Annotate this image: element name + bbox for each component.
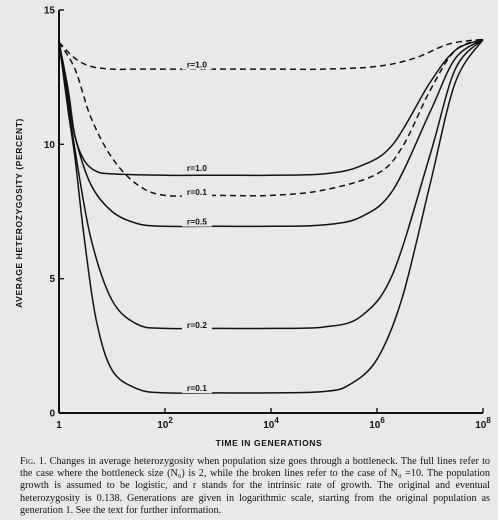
curve-label: r=0.2	[187, 320, 207, 330]
y-tick-label: 0	[49, 409, 55, 420]
series-line-solid	[58, 39, 484, 394]
y-tick-label: 15	[44, 6, 56, 17]
curve-label-bg	[181, 383, 212, 394]
curve-label-bg	[181, 216, 212, 227]
x-tick-label: 108	[475, 416, 491, 431]
curve-label: r=1.0	[187, 59, 207, 69]
curve-label-bg	[181, 320, 212, 331]
caption-text: Changes in average heterozygosity when p…	[20, 456, 490, 516]
x-tick-label: 106	[369, 416, 385, 431]
series-line-dashed	[58, 38, 484, 197]
y-tick-label: 10	[44, 140, 56, 151]
x-tick-label: 104	[263, 416, 279, 431]
series-line-dashed	[58, 38, 484, 71]
curve-label-bg	[181, 59, 212, 70]
series	[58, 38, 484, 394]
series-line-solid	[58, 38, 484, 228]
curve-labels: r=1.0 r=1.0 r=0.1 r=0.5 r=0.2 r=0.1	[181, 59, 212, 394]
x-tick-label: 102	[157, 416, 173, 431]
curve-label-bg	[181, 162, 212, 173]
y-tick-label: 5	[49, 274, 55, 285]
figure-caption: Fig. 1. Changes in average heterozygosit…	[20, 456, 490, 517]
curve-label: r=1.0	[187, 163, 207, 173]
series-line-solid	[58, 39, 484, 330]
curve-label: r=0.1	[187, 383, 207, 393]
x-tick-label: 1	[56, 420, 62, 431]
curve-label: r=0.5	[187, 217, 207, 227]
curve-label: r=0.1	[187, 187, 207, 197]
x-axis-label: TIME IN GENERATIONS	[216, 438, 323, 448]
curve-label-bg	[181, 187, 212, 198]
chart: 0 5 10 15 1 102 104 106 108 r=1.0 r=1.0 r=0.1 r=0.5…	[14, 6, 491, 449]
y-axis-label: AVERAGE HETEROZYGOSITY (PERCENT)	[14, 118, 24, 308]
axes	[58, 10, 483, 414]
series-line-solid	[58, 38, 484, 177]
caption-label: Fig. 1.	[20, 456, 47, 467]
